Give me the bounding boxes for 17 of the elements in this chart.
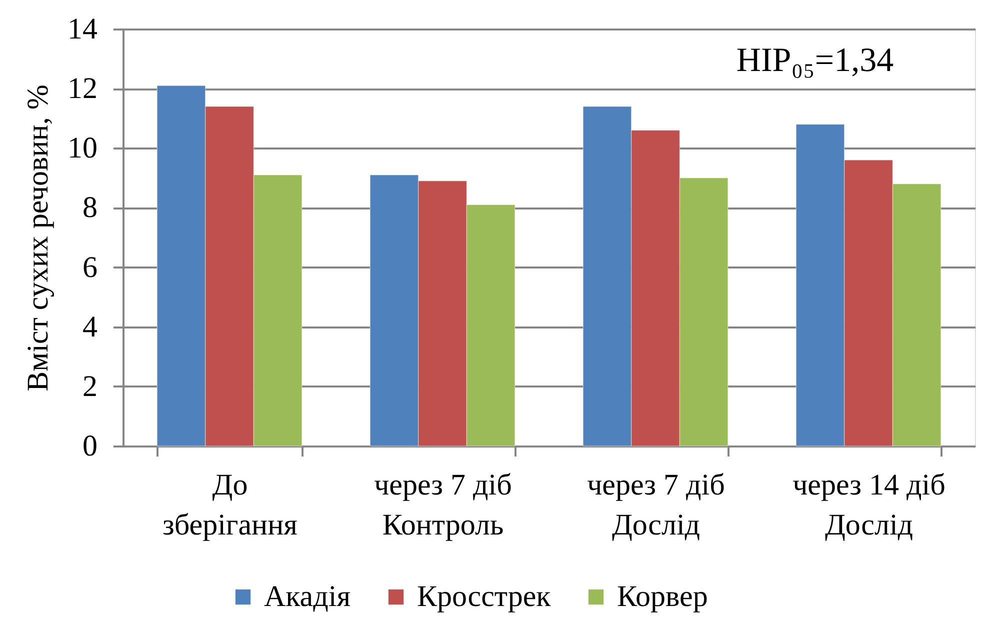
- y-tick-label: 8: [82, 191, 98, 224]
- x-tick-label: через 7 діб Дослід: [587, 468, 725, 542]
- legend-label: Акадія: [264, 580, 351, 613]
- y-axis-title: Вміст сухих речовин, %: [22, 84, 54, 392]
- y-tick-label: 14: [68, 12, 98, 46]
- x-tick-label: через 14 діб Дослід: [792, 468, 946, 542]
- y-tick-label: 12: [68, 72, 98, 106]
- x-tick-label: через 7 діб Контроль: [374, 468, 512, 542]
- y-tick-label: 6: [82, 250, 98, 284]
- x-tick-label: До зберігання: [162, 468, 298, 542]
- y-tick-label: 2: [82, 370, 98, 403]
- annotation: HIP₀₅=1,34: [736, 42, 894, 79]
- legend-label: Кросстрек: [417, 580, 552, 613]
- y-tick-label: 10: [68, 132, 98, 165]
- y-tick-label: 0: [82, 430, 98, 462]
- legend-label: Корвер: [617, 580, 708, 613]
- y-tick-label: 4: [82, 310, 98, 344]
